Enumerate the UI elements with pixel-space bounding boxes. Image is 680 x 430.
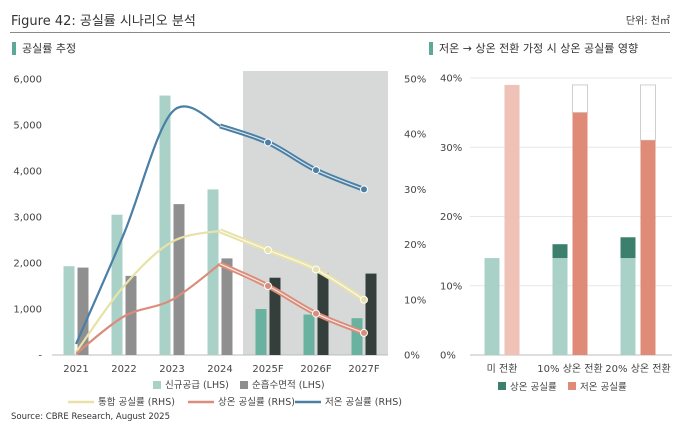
cold-vacancy-line-forecast-inner xyxy=(219,125,365,190)
forecast-point xyxy=(360,185,368,194)
y-left-tick-label: 3,000 xyxy=(13,213,42,224)
x-tick-label: 2025F xyxy=(252,364,283,375)
ambient-vacancy-line xyxy=(75,263,221,355)
cold-vacancy-outline-bar xyxy=(572,84,588,114)
x-tick-label: 2024 xyxy=(207,364,232,375)
integrated-vacancy-line xyxy=(75,229,221,353)
legend-absorption-label: 순흡수면적 (LHS) xyxy=(252,379,325,391)
y-left-tick-label: 5,000 xyxy=(13,121,42,132)
section-marker xyxy=(429,41,433,55)
right-x-tick-label: 미 전환 xyxy=(487,363,518,375)
legend-supply-label: 신규공급 (LHS) xyxy=(165,380,229,391)
y-right-tick-label: 40% xyxy=(404,130,426,141)
y-left-tick-label: 1,000 xyxy=(13,305,42,316)
x-tick-label: 2022 xyxy=(111,364,136,375)
ambient-vacancy-base-bar xyxy=(484,258,500,355)
integrated-vacancy-line-forecast-inner xyxy=(219,230,365,301)
forecast-point xyxy=(264,138,272,147)
left-section-label: 공실률 추정 xyxy=(22,42,77,55)
supply-bar xyxy=(303,314,315,355)
y-left-tick-label: 6,000 xyxy=(13,75,42,86)
right-y-tick-label: 40% xyxy=(440,74,462,85)
y-left-tick-label: 4,000 xyxy=(13,167,42,178)
source-note: Source: CBRE Research, August 2025 xyxy=(11,412,170,422)
legend-supply-swatch xyxy=(153,381,161,389)
absorption-bar xyxy=(77,267,89,355)
legend-ambient-vacancy-label: 상온 공실률 xyxy=(510,382,557,393)
cold-vacancy-outline-bar xyxy=(640,84,656,141)
forecast-region xyxy=(243,71,388,355)
ambient-vacancy-line-forecast-inner xyxy=(219,263,365,334)
y-right-tick-label: 50% xyxy=(404,75,426,86)
right-y-tick-label: 30% xyxy=(440,143,462,154)
figure-title: Figure 42: 공실률 시나리오 분석 xyxy=(11,14,196,29)
supply-bar xyxy=(159,95,171,355)
absorption-bar xyxy=(317,273,329,355)
supply-bar xyxy=(63,266,75,355)
unit-label: 단위: 천㎡ xyxy=(625,16,670,27)
y-left-tick-label: 2,000 xyxy=(13,259,42,270)
y-right-tick-label: 30% xyxy=(404,185,426,196)
x-tick-label: 2027F xyxy=(348,364,379,375)
y-right-tick-label: 0% xyxy=(404,351,420,362)
y-left-tick-label: - xyxy=(38,351,42,362)
right-section-label: 저온 → 상온 전환 가정 시 상온 공실률 영향 xyxy=(439,42,639,55)
legend-ambient-vacancy-swatch xyxy=(498,382,506,390)
supply-bar xyxy=(255,309,267,355)
forecast-point xyxy=(360,295,368,304)
legend-cold-vacancy-swatch xyxy=(568,382,576,390)
right-x-tick-label: 10% 상온 전환 xyxy=(537,363,602,375)
cold-vacancy-bar xyxy=(572,112,588,355)
header-divider xyxy=(10,32,670,33)
cold-vacancy-bar xyxy=(640,140,656,355)
absorption-bar xyxy=(269,277,281,355)
x-tick-label: 2026F xyxy=(300,364,331,375)
absorption-bar xyxy=(173,204,185,355)
x-tick-label: 2021 xyxy=(63,364,88,375)
forecast-point xyxy=(360,328,368,337)
legend-ambient-label: 상온 공실률 (RHS) xyxy=(218,397,295,408)
legend-integrated-label: 통합 공실률 (RHS) xyxy=(98,397,175,408)
x-tick-label: 2023 xyxy=(159,364,184,375)
ambient-vacancy-base-bar xyxy=(552,258,568,355)
right-x-tick-label: 20% 상온 전환 xyxy=(605,363,670,375)
forecast-point xyxy=(264,246,272,255)
legend-absorption-swatch xyxy=(240,381,248,389)
ambient-vacancy-increment-bar xyxy=(620,237,636,259)
y-right-tick-label: 20% xyxy=(404,240,426,251)
right-y-tick-label: 20% xyxy=(440,212,462,223)
absorption-bar xyxy=(365,273,377,355)
forecast-point xyxy=(312,166,320,175)
y-right-tick-label: 10% xyxy=(404,295,426,306)
forecast-point xyxy=(264,282,272,290)
right-y-tick-label: 0% xyxy=(440,351,456,362)
forecast-point xyxy=(312,309,320,318)
right-y-tick-label: 10% xyxy=(440,281,462,292)
forecast-point xyxy=(312,265,320,274)
supply-bar xyxy=(351,318,363,355)
cold-vacancy-line xyxy=(74,105,221,345)
left-section-title: 공실률 추정 xyxy=(12,40,76,56)
legend-cold-label: 저온 공실률 (RHS) xyxy=(325,397,402,408)
supply-bar xyxy=(111,214,123,355)
absorption-bar xyxy=(125,275,137,355)
right-section-title: 저온 → 상온 전환 가정 시 상온 공실률 영향 xyxy=(429,40,638,56)
ambient-vacancy-base-bar xyxy=(620,258,636,355)
legend-cold-vacancy-label: 저온 공실률 xyxy=(580,382,627,393)
ambient-vacancy-increment-bar xyxy=(552,244,568,259)
cold-vacancy-bar xyxy=(504,84,520,356)
absorption-bar xyxy=(221,258,233,355)
supply-bar xyxy=(207,189,219,355)
section-marker xyxy=(12,41,16,55)
